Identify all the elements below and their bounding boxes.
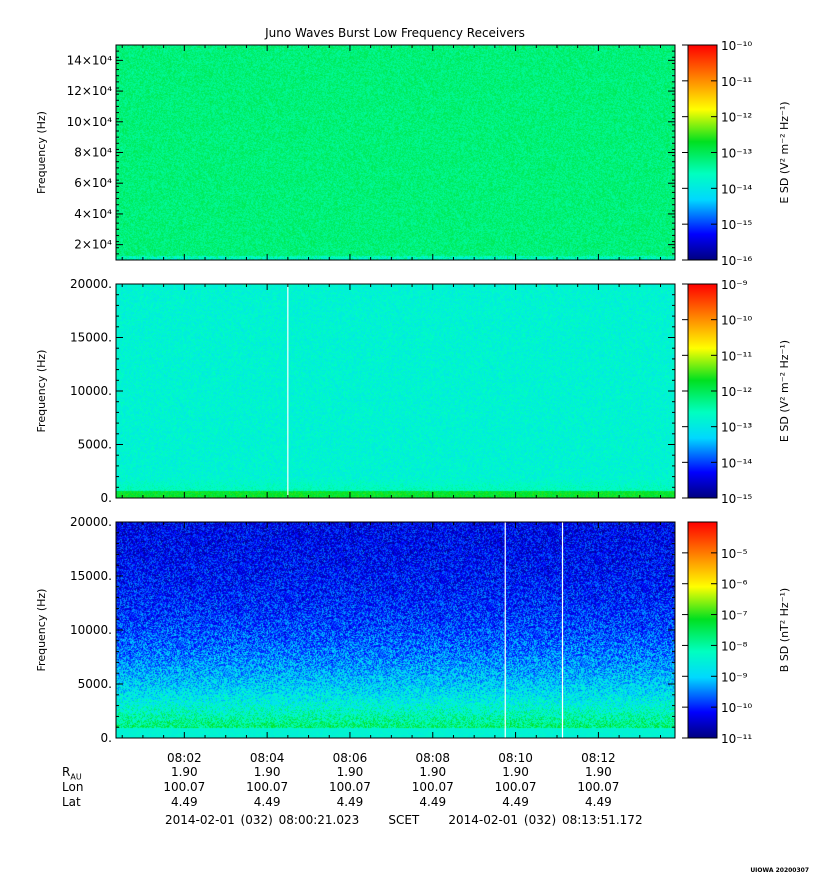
- y-tick-label: 15000.: [70, 331, 112, 345]
- ephemeris-lat-value: 4.49: [170, 795, 198, 809]
- chart-title: Juno Waves Burst Low Frequency Receivers: [264, 26, 525, 40]
- y-axis-label: Frequency (Hz): [35, 350, 48, 433]
- start-time: 2014-02-01 (032) 08:00:21.023: [165, 813, 360, 827]
- y-tick-label: 0.: [101, 731, 112, 745]
- ephemeris-lon-value: 100.07: [246, 780, 289, 794]
- time-frame: SCET: [388, 813, 420, 827]
- ephemeris-lon-value: 100.07: [411, 780, 454, 794]
- ephemeris-rau-value: 1.90: [585, 765, 612, 779]
- ephemeris-lat-value: 4.49: [336, 795, 364, 809]
- x-tick-label: 08:10: [498, 751, 533, 765]
- colorbar-label: B SD (nT² Hz⁻¹): [778, 588, 791, 672]
- colorbar-tick-label: 10⁻¹¹: [721, 75, 752, 89]
- ephemeris-lon-value: 100.07: [494, 780, 537, 794]
- colorbar-tick-label: 10⁻⁹: [721, 278, 748, 292]
- colorbar-tick-label: 10⁻¹¹: [721, 732, 752, 746]
- x-tick-label: 08:06: [333, 751, 368, 765]
- ephemeris-lat-value: 4.49: [585, 795, 612, 809]
- ephemeris-rau-value: 1.90: [419, 765, 447, 779]
- ephemeris-lat-value: 4.49: [502, 795, 529, 809]
- y-tick-label: 20000.: [70, 515, 112, 529]
- y-tick-label: 5000.: [78, 677, 112, 691]
- colorbar-tick-label: 10⁻¹⁰: [721, 39, 752, 53]
- colorbar-tick-label: 10⁻⁶: [721, 578, 748, 592]
- colorbar-tick-label: 10⁻¹⁴: [721, 182, 752, 196]
- y-tick-label: 12×10⁴: [67, 84, 113, 98]
- x-tick-label: 08:02: [167, 751, 202, 765]
- colorbar-tick-label: 10⁻⁸: [721, 639, 748, 653]
- ephemeris-rau-value: 1.90: [336, 765, 364, 779]
- y-tick-label: 8×10⁴: [74, 146, 112, 160]
- colorbar-tick-label: 10⁻¹³: [721, 147, 752, 161]
- version-stamp: UIOWA 20200307: [750, 867, 809, 874]
- ephemeris-lat-value: 4.49: [253, 795, 281, 809]
- colorbar-tick-label: 10⁻¹⁵: [721, 218, 752, 232]
- rau-label: RAU: [62, 765, 82, 782]
- y-tick-label: 10000.: [70, 623, 112, 637]
- end-time: 2014-02-01 (032) 08:13:51.172: [448, 813, 643, 827]
- colorbar-tick-label: 10⁻¹¹: [721, 349, 752, 363]
- ephemeris-rau-value: 1.90: [253, 765, 281, 779]
- colorbar-tick-label: 10⁻⁹: [721, 670, 748, 684]
- y-tick-label: 10×10⁴: [67, 115, 113, 129]
- spectrogram-panel-1: [116, 45, 675, 260]
- ephemeris-lon-value: 100.07: [328, 780, 371, 794]
- y-tick-label: 10000.: [70, 384, 112, 398]
- x-tick-label: 08:04: [250, 751, 285, 765]
- y-tick-label: 4×10⁴: [74, 207, 112, 221]
- x-tick-label: 08:12: [581, 751, 616, 765]
- y-tick-label: 6×10⁴: [74, 176, 112, 190]
- lon-label: Lon: [62, 780, 84, 794]
- colorbar-3: [687, 521, 718, 739]
- y-tick-label: 5000.: [78, 438, 112, 452]
- y-tick-label: 2×10⁴: [74, 238, 112, 252]
- y-tick-label: 14×10⁴: [67, 53, 113, 67]
- y-tick-label: 0.: [101, 491, 112, 505]
- time-range-footer: 2014-02-01 (032) 08:00:21.023 SCET 2014-…: [165, 813, 643, 827]
- colorbar-label: E SD (V² m⁻² Hz⁻¹): [778, 340, 791, 442]
- x-tick-label: 08:08: [415, 751, 450, 765]
- spectrogram-panel-2: [116, 284, 675, 498]
- spectrogram-panel-3: [116, 522, 675, 738]
- lat-label: Lat: [62, 795, 81, 809]
- colorbar-tick-label: 10⁻¹²: [721, 385, 752, 399]
- y-axis-label: Frequency (Hz): [35, 111, 48, 194]
- y-tick-label: 15000.: [70, 569, 112, 583]
- y-tick-label: 20000.: [70, 277, 112, 291]
- ephemeris-lon-value: 100.07: [163, 780, 206, 794]
- colorbar-tick-label: 10⁻¹⁵: [721, 492, 752, 506]
- colorbar-label: E SD (V² m⁻² Hz⁻¹): [778, 101, 791, 203]
- ephemeris-rau-value: 1.90: [170, 765, 198, 779]
- colorbar-tick-label: 10⁻¹⁰: [721, 701, 752, 715]
- colorbar-tick-label: 10⁻⁵: [721, 547, 748, 561]
- colorbar-tick-label: 10⁻¹⁰: [721, 314, 752, 328]
- ephemeris-rau-value: 1.90: [502, 765, 529, 779]
- ephemeris-lon-value: 100.07: [577, 780, 620, 794]
- ephemeris-lat-value: 4.49: [419, 795, 447, 809]
- colorbar-tick-label: 10⁻⁷: [721, 609, 748, 623]
- colorbar-tick-label: 10⁻¹³: [721, 421, 752, 435]
- colorbar-tick-label: 10⁻¹⁶: [721, 254, 752, 268]
- y-axis-label: Frequency (Hz): [35, 589, 48, 672]
- colorbar-tick-label: 10⁻¹²: [721, 111, 752, 125]
- colorbar-tick-label: 10⁻¹⁴: [721, 456, 752, 470]
